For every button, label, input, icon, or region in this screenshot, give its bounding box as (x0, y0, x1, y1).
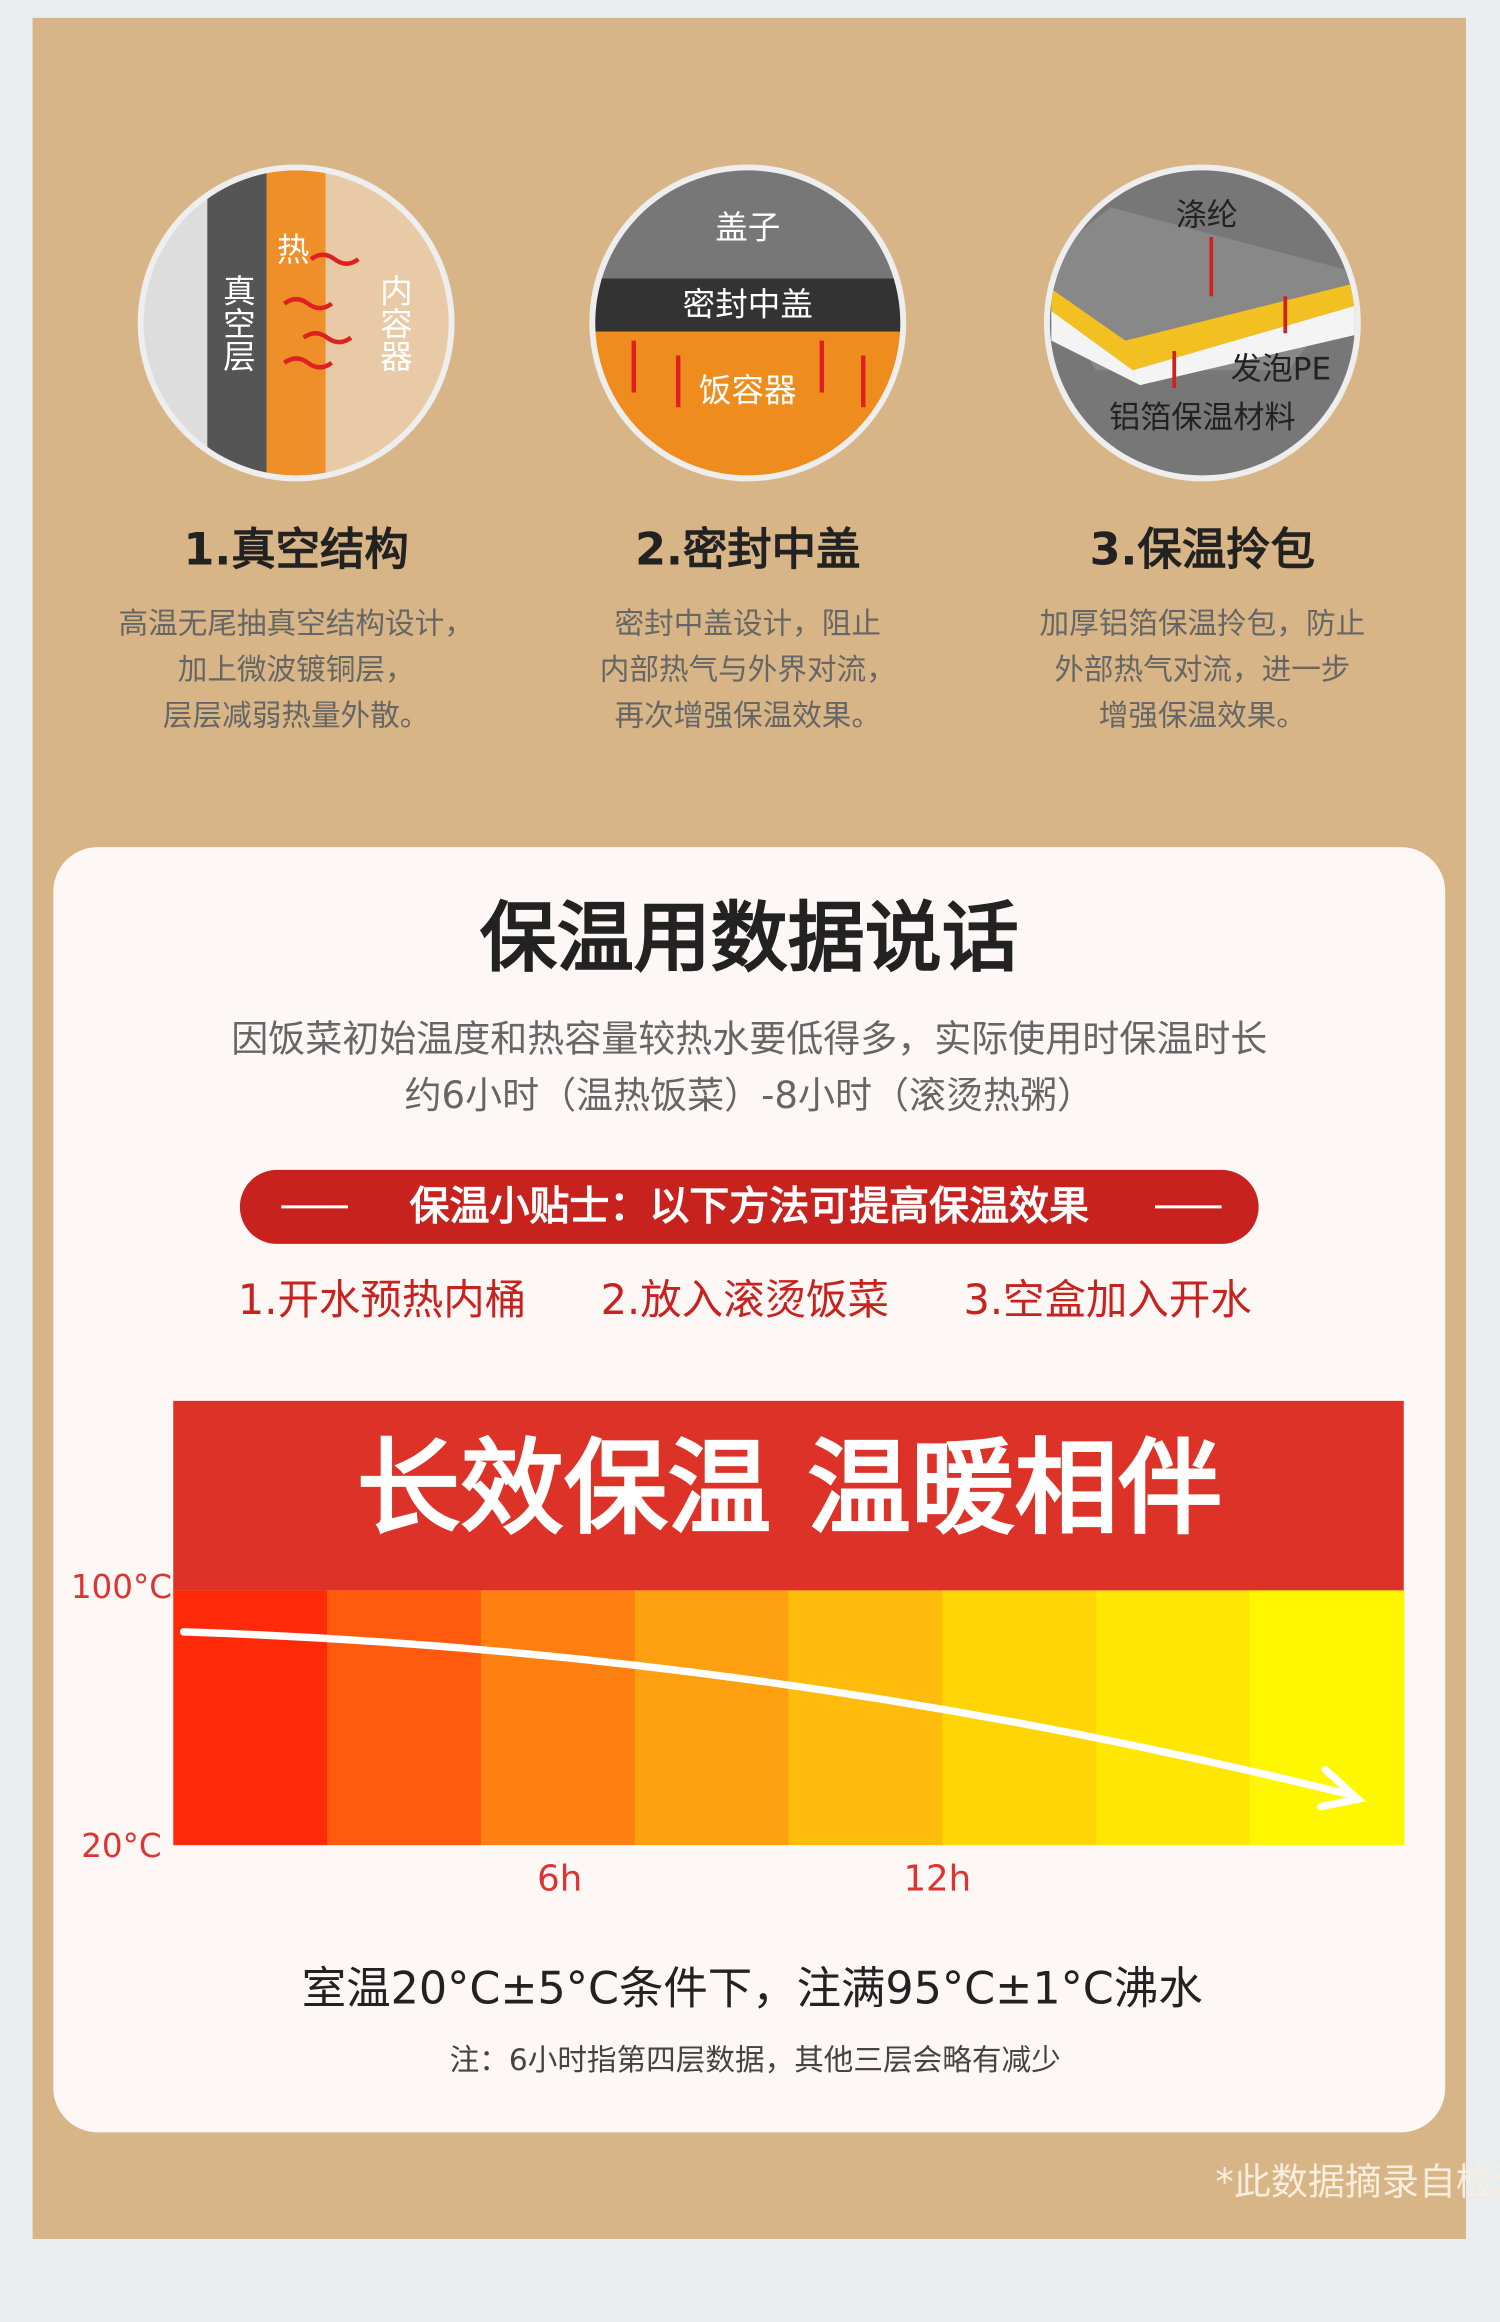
label: 热 (277, 231, 310, 269)
feature-desc: 内部热气与外界对流， (600, 652, 896, 686)
tip-pill (239, 1169, 1259, 1244)
feature-title: 3.保温拎包 (1090, 524, 1315, 575)
subtitle: 因饭菜初始温度和热容量较热水要低得多，实际使用时保温时长 (231, 1018, 1267, 1061)
feature-desc: 外部热气对流，进一步 (1054, 652, 1350, 686)
tip-title: 保温小贴士：以下方法可提高保温效果 (410, 1183, 1089, 1229)
feature-desc: 层层减弱热量外散。 (163, 698, 430, 732)
diagram-3 (1043, 164, 1361, 482)
feature-title: 2.密封中盖 (635, 524, 860, 575)
label: 内容器 (375, 274, 413, 372)
x-label: 12h (903, 1859, 971, 1900)
tip: 2.放入滚烫饭菜 (601, 1276, 889, 1324)
feature-desc: 加上微波镀铜层， (178, 652, 415, 686)
y-label: 100°C (71, 1568, 172, 1606)
subtitle: 约6小时（温热饭菜）-8小时（滚烫热粥） (405, 1074, 1094, 1117)
y-label: 20°C (81, 1827, 161, 1865)
feature-desc: 加厚铝箔保温拎包，防止 (1040, 606, 1366, 640)
feature-desc: 高温无尾抽真空结构设计， (118, 606, 473, 640)
label: 盖子 (715, 209, 780, 247)
gradient-band (173, 1590, 1405, 1846)
temperature-curve (179, 1628, 1366, 1811)
tip: 3.空盒加入开水 (963, 1276, 1251, 1324)
x-label: 6h (537, 1859, 582, 1900)
band (1096, 1590, 1251, 1846)
label: 铝箔保温材料 (1109, 400, 1295, 436)
band (942, 1590, 1097, 1846)
section-title: 保温用数据说话 (480, 894, 1019, 983)
label: 密封中盖 (683, 286, 813, 324)
feature-desc: 再次增强保温效果。 (615, 698, 882, 732)
feature-desc: 密封中盖设计，阻止 (615, 606, 882, 640)
band (788, 1590, 944, 1846)
band (634, 1590, 790, 1846)
tip: 1.开水预热内桶 (238, 1276, 526, 1324)
band (480, 1590, 636, 1846)
banner (173, 1400, 1404, 1591)
condition: 室温20°C±5°C条件下，注满95°C±1°C沸水 (302, 1964, 1203, 2015)
band (327, 1590, 482, 1846)
source: *此数据摘录自检测报告 (1215, 2161, 1500, 2204)
banner-text: 长效保温 温暖相伴 (357, 1429, 1222, 1549)
feature-desc: 增强保温效果。 (1099, 698, 1306, 732)
feature-title: 1.真空结构 (183, 524, 408, 575)
label: 饭容器 (699, 371, 797, 409)
note: 注：6小时指第四层数据，其他三层会略有减少 (450, 2043, 1061, 2077)
label: 发泡PE (1231, 351, 1332, 387)
label: 真空层 (218, 274, 256, 372)
label: 涤纶 (1176, 197, 1238, 233)
